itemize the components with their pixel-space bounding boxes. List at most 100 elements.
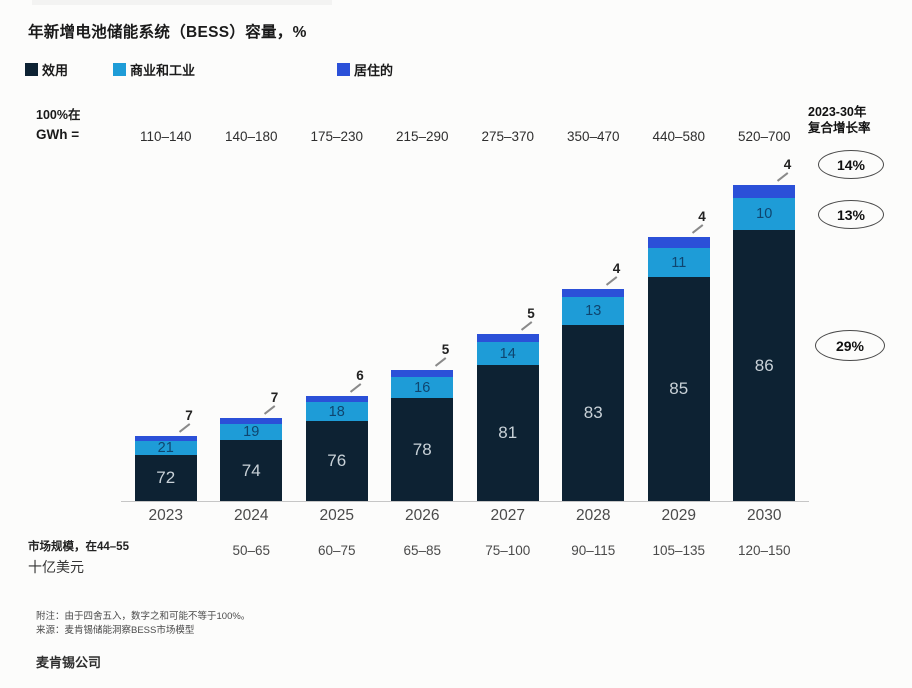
segment-residential (562, 289, 625, 297)
residential-value-label: 5 (527, 306, 535, 321)
gwh-label-line1: 100%在 (36, 108, 81, 122)
year-labels-row: 2023 2024 2025 2026 2027 2028 2029 2030 (123, 507, 807, 525)
leader-line (691, 224, 703, 234)
year-label: 2030 (747, 507, 782, 524)
stacked-bar-2024: 19 74 7 (220, 390, 283, 501)
x-axis-line (121, 501, 809, 502)
legend-item-residential: 居住的 (337, 60, 393, 79)
segment-utility: 86 (733, 230, 796, 501)
commercial-value-label: 16 (414, 379, 431, 396)
gwh-range-value: 215–290 (395, 129, 449, 144)
plot-area: 21 72 7 19 74 7 18 76 6 16 78 5 14 81 5 13 83 4 11 85 4 10 86 4 (123, 157, 808, 501)
leader-line (264, 405, 276, 415)
commercial-value-label: 19 (243, 424, 260, 440)
market-size-value: 65–85 (403, 543, 442, 558)
commercial-value-label: 14 (499, 345, 516, 362)
stacked-bar-2030: 10 86 4 (733, 157, 796, 501)
gwh-range-value: 110–140 (139, 129, 192, 144)
utility-value-label: 76 (327, 451, 347, 470)
residential-value-label: 7 (185, 408, 193, 423)
segment-residential (305, 396, 368, 402)
legend-label: 效用 (42, 63, 69, 78)
bar-column-2030: 10 86 4 (722, 157, 808, 501)
commercial-value-label: 21 (157, 440, 174, 456)
segment-commercial-industrial: 13 (562, 297, 625, 325)
segment-commercial-industrial: 19 (220, 424, 283, 440)
segment-utility: 78 (391, 398, 454, 501)
stacked-bar-2023: 21 72 7 (134, 408, 197, 501)
bar-column-2024: 19 74 7 (209, 160, 295, 501)
stacked-bar-2029: 11 85 4 (647, 209, 710, 501)
market-size-label-line1: 市场规模，在44–55 (28, 541, 129, 553)
year-label: 2023 (148, 507, 183, 524)
cagr-value: 14% (836, 156, 866, 173)
segment-utility: 72 (134, 455, 197, 501)
year-label: 2025 (319, 507, 354, 524)
utility-value-label: 74 (241, 460, 261, 480)
segment-residential (476, 334, 539, 342)
market-size-value: 50–65 (232, 543, 271, 558)
gwh-range-value: 350–470 (566, 129, 620, 144)
residential-value-label: 4 (783, 157, 792, 172)
utility-value-label: 72 (156, 468, 176, 487)
bar-column-2026: 16 78 5 (380, 160, 466, 501)
legend-label: 居住的 (354, 63, 394, 78)
segment-utility: 76 (305, 421, 368, 501)
segment-residential (220, 418, 283, 424)
leader-line (777, 172, 789, 182)
bar-column-2023: 21 72 7 (123, 160, 209, 501)
commercial-value-label: 13 (585, 303, 602, 319)
market-size-value: 105–135 (652, 543, 706, 558)
cagr-value: 13% (836, 206, 866, 223)
segment-residential (733, 185, 796, 198)
market-size-value: 75–100 (485, 543, 531, 558)
bar-column-2027: 14 81 5 (465, 160, 551, 501)
market-size-label: 市场规模，在44–55 十亿美元 (28, 538, 129, 577)
cagr-oval-utility: 29% (815, 330, 885, 361)
cagr-header-line2: 复合增长率 (808, 121, 871, 136)
segment-utility: 74 (220, 440, 283, 501)
commercial-value-label: 11 (671, 254, 687, 271)
segment-residential (647, 237, 710, 248)
market-size-label-line2: 十亿美元 (28, 559, 84, 575)
gwh-range-value: 275–370 (481, 129, 535, 144)
leader-line (349, 383, 361, 393)
gwh-range-value: 140–180 (224, 129, 278, 144)
cagr-oval-commercial: 13% (818, 200, 884, 229)
legend-label: 商业和工业 (130, 63, 196, 78)
residential-value-label: 5 (441, 342, 450, 357)
residential-value-label: 7 (270, 390, 279, 405)
year-label: 2029 (661, 507, 696, 524)
leader-line (435, 357, 447, 367)
residential-value-label: 6 (356, 368, 364, 383)
market-size-value: 60–75 (317, 543, 356, 558)
year-label: 2027 (490, 507, 525, 524)
commercial-value-label: 18 (328, 403, 345, 420)
cagr-oval-residential: 14% (818, 150, 884, 179)
gwh-axis-label: 100%在 GWh = (36, 104, 80, 142)
segment-utility: 85 (647, 277, 710, 501)
market-size-value: 90–115 (571, 543, 616, 558)
top-edge-strip (32, 0, 332, 5)
utility-value-label: 85 (669, 379, 689, 398)
stacked-bar-2027: 14 81 5 (476, 306, 539, 501)
residential-value-label: 4 (698, 209, 706, 224)
footnotes: 附注：由于四舍五入，数字之和可能不等于100%。 来源：麦肯锡储能洞察BESS市… (36, 610, 250, 639)
market-size-value (123, 543, 209, 558)
segment-commercial-industrial: 14 (476, 342, 539, 365)
market-size-values-row: 50–65 60–75 65–85 75–100 90–115 105–135 120–15… (123, 543, 807, 558)
utility-value-label: 86 (754, 355, 774, 375)
bar-column-2029: 11 85 4 (636, 160, 722, 501)
segment-commercial-industrial: 10 (733, 198, 796, 230)
legend-item-commercial-industrial: 商业和工业 (113, 60, 195, 79)
legend-item-utility: 效用 (25, 60, 68, 79)
segment-utility: 81 (476, 365, 539, 501)
segment-commercial-industrial: 18 (305, 402, 368, 421)
stacked-bar-2026: 16 78 5 (391, 342, 454, 501)
market-size-value: 120–150 (737, 543, 791, 558)
utility-value-label: 81 (498, 423, 518, 442)
utility-value-label: 83 (583, 403, 603, 422)
footnote-source: 来源：麦肯锡储能洞察BESS市场模型 (36, 625, 195, 637)
year-label: 2026 (405, 507, 440, 524)
